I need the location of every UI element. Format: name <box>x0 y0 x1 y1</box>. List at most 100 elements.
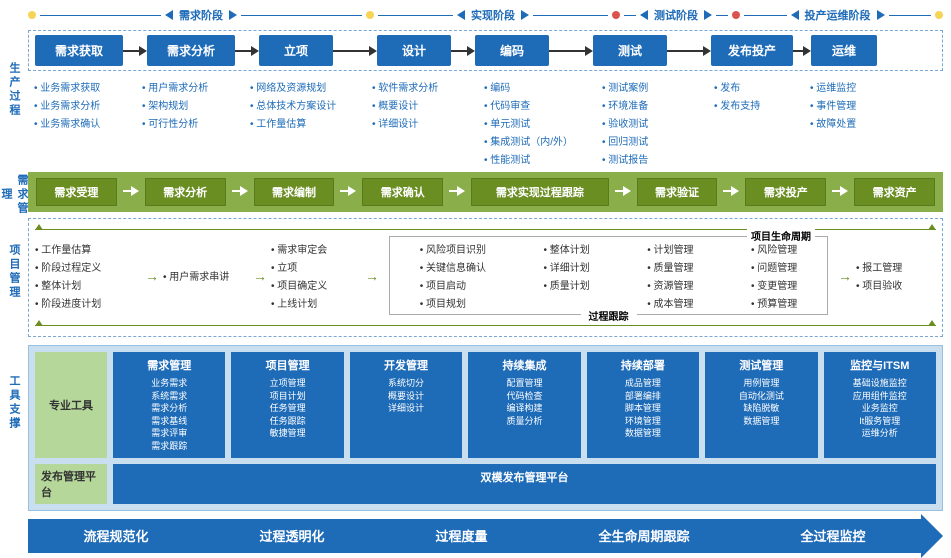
phase-impl: 实现阶段 <box>374 7 612 23</box>
tool-card-line: 数据管理 <box>743 415 779 428</box>
bullet-item: 代码审查 <box>484 97 602 112</box>
phase-ops: 投产运维阶段 <box>740 7 935 23</box>
bullet-col-1: 用户需求分析架构规划可行性分析 <box>142 79 250 166</box>
stage-7: 运维 <box>811 35 877 66</box>
tool-card-line: 概要设计 <box>388 390 424 403</box>
bullet-item: 发布 <box>714 79 810 94</box>
pm-item: 立项 <box>271 259 361 274</box>
tool-card-line: 代码检查 <box>506 390 542 403</box>
bottom-step: 全生命周期跟踪 <box>598 526 689 545</box>
connector <box>35 325 936 326</box>
bullet-item: 事件管理 <box>810 97 886 112</box>
bullet-item: 环境准备 <box>602 97 714 112</box>
arrow-icon <box>723 184 739 198</box>
stage-3: 设计 <box>377 35 451 66</box>
bullet-item: 验收测试 <box>602 115 714 130</box>
stage-bullets: 业务需求获取业务需求分析业务需求确认用户需求分析架构规划可行性分析网络及资源规划… <box>28 77 943 172</box>
arrow-icon: → <box>145 268 159 284</box>
pm-item: 项目确定义 <box>271 277 361 292</box>
tool-card-line: 需求基线 <box>151 415 187 428</box>
pm-item: 报工管理 <box>856 259 936 274</box>
pm-item: 工作量估算 <box>35 241 141 256</box>
req-step-7: 需求资产 <box>854 178 935 206</box>
phase-req: 需求阶段 <box>36 7 366 23</box>
bullet-item: 发布支持 <box>714 97 810 112</box>
tool-card-title: 持续部署 <box>621 357 665 373</box>
bullet-col-4: 编码代码审查单元测试集成测试（内/外）性能测试 <box>484 79 602 166</box>
bullet-col-2: 网络及资源规划总体技术方案设计工作量估算 <box>250 79 372 166</box>
label-project-mgmt: 项目管理 <box>0 216 28 328</box>
pm-item: 变更管理 <box>751 277 797 292</box>
tool-card-line: 质量分析 <box>506 415 542 428</box>
pm-item: 阶段过程定义 <box>35 259 141 274</box>
req-step-0: 需求受理 <box>36 178 117 206</box>
pm-item: 整体计划 <box>35 277 141 292</box>
tool-card-title: 监控与ITSM <box>850 357 909 373</box>
tool-card-line: 系统切分 <box>388 377 424 390</box>
arrow-icon <box>451 44 475 58</box>
phase-header: 需求阶段 实现阶段 测试阶段 投产运维阶段 <box>28 4 943 26</box>
bullet-item: 软件需求分析 <box>372 79 484 94</box>
bullet-col-3: 软件需求分析概要设计详细设计 <box>372 79 484 166</box>
dot <box>732 11 740 19</box>
dot-start <box>28 11 36 19</box>
req-step-5: 需求验证 <box>637 178 718 206</box>
bullet-item: 详细设计 <box>372 115 484 130</box>
pm-item: 用户需求串讲 <box>163 268 249 283</box>
pm-item: 计划管理 <box>647 241 693 256</box>
tool-card-line: 成品管理 <box>625 377 661 390</box>
pm-item: 项目启动 <box>420 277 486 292</box>
tool-card-line: 任务管理 <box>270 402 306 415</box>
tool-card-line: 环境管理 <box>625 415 661 428</box>
arrow-icon <box>235 44 259 58</box>
arrow-icon <box>549 44 593 58</box>
tool-card-line: It服务管理 <box>859 415 900 428</box>
bottom-step: 流程规范化 <box>83 526 148 545</box>
bullet-item: 概要设计 <box>372 97 484 112</box>
arrow-icon: → <box>365 268 379 284</box>
stage-1: 需求分析 <box>147 35 235 66</box>
dot-end <box>935 11 943 19</box>
tool-card-line: 需求跟踪 <box>151 440 187 453</box>
tool-card-title: 项目管理 <box>266 357 310 373</box>
bullet-col-0: 业务需求获取业务需求分析业务需求确认 <box>34 79 142 166</box>
label-requirements: 需求管理 <box>0 174 28 216</box>
tool-card-0: 需求管理业务需求系统需求需求分析需求基线需求评审需求跟踪 <box>113 352 225 458</box>
bullet-item: 业务需求分析 <box>34 97 142 112</box>
arrow-icon <box>340 184 356 198</box>
req-step-1: 需求分析 <box>145 178 226 206</box>
pm-item: 风险管理 <box>751 241 797 256</box>
arrow-icon <box>232 184 248 198</box>
pm-item: 需求审定会 <box>271 241 361 256</box>
bottom-step: 全过程监控 <box>800 526 865 545</box>
tool-card-line: 应用组件监控 <box>853 390 907 403</box>
bottom-step: 过程透明化 <box>259 526 324 545</box>
arrow-icon <box>793 44 811 58</box>
tool-card-title: 需求管理 <box>147 357 191 373</box>
pm-item: 资源管理 <box>647 277 693 292</box>
bullet-item: 性能测试 <box>484 151 602 166</box>
arrow-icon <box>333 44 377 58</box>
tool-card-line: 部署编排 <box>625 390 661 403</box>
tool-card-line: 编译构建 <box>506 402 542 415</box>
tools-label: 专业工具 <box>35 352 107 458</box>
tools-panel: 专业工具 需求管理业务需求系统需求需求分析需求基线需求评审需求跟踪项目管理立项管… <box>28 345 943 511</box>
bullet-item: 架构规划 <box>142 97 250 112</box>
tool-card-title: 开发管理 <box>384 357 428 373</box>
platform-label: 发布管理平台 <box>35 464 107 504</box>
req-step-2: 需求编制 <box>254 178 335 206</box>
tool-card-line: 需求分析 <box>151 402 187 415</box>
label-tools: 工具支撑 <box>0 328 28 478</box>
tool-card-1: 项目管理立项管理项目计划任务管理任务跟踪敏捷管理 <box>231 352 343 458</box>
bullet-item: 总体技术方案设计 <box>250 97 372 112</box>
tool-card-line: 运维分析 <box>862 427 898 440</box>
arrow-icon: → <box>253 268 267 284</box>
tool-card-line: 需求评审 <box>151 427 187 440</box>
tool-card-line: 系统需求 <box>151 390 187 403</box>
pm-item: 质量管理 <box>647 259 693 274</box>
bottom-arrow: 流程规范化过程透明化过程度量全生命周期跟踪全过程监控 <box>28 519 943 553</box>
pm-item: 整体计划 <box>543 241 589 256</box>
tool-card-6: 监控与ITSM基础设施监控应用组件监控业务监控It服务管理运维分析 <box>824 352 936 458</box>
req-step-6: 需求投产 <box>745 178 826 206</box>
tool-card-line: 任务跟踪 <box>270 415 306 428</box>
